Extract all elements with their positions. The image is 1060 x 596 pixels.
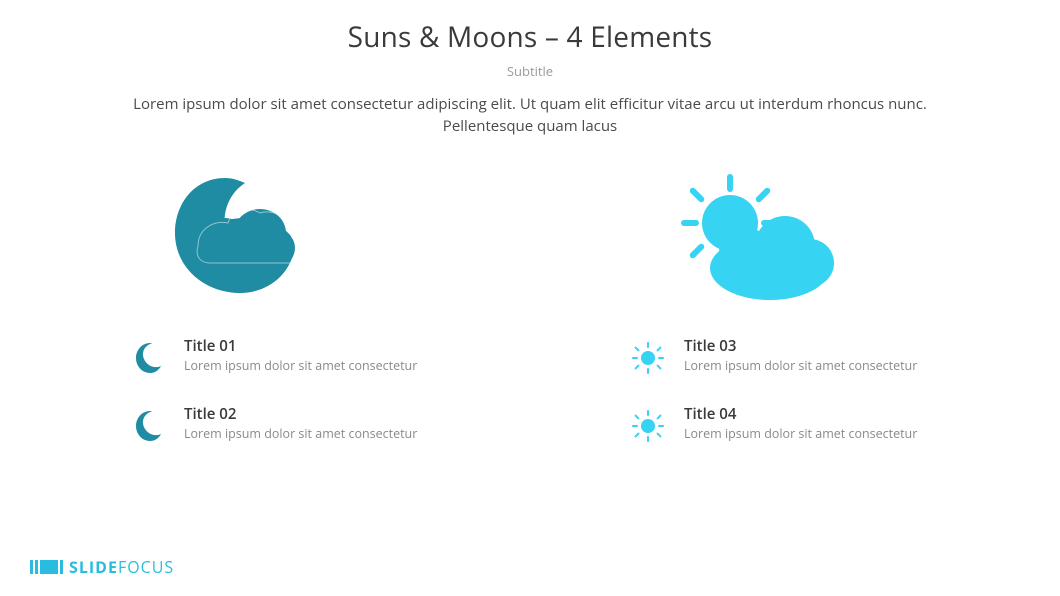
list-item: Title 04 Lorem ipsum dolor sit amet cons… <box>630 404 930 444</box>
list-item: Title 03 Lorem ipsum dolor sit amet cons… <box>630 336 930 376</box>
list-item: Title 02 Lorem ipsum dolor sit amet cons… <box>130 404 430 444</box>
moon-icon <box>130 340 166 376</box>
item-title: Title 03 <box>684 336 917 356</box>
item-body: Lorem ipsum dolor sit amet consectetur <box>184 426 417 443</box>
moon-icon <box>130 408 166 444</box>
moon-cloud-icon <box>130 168 430 318</box>
brand-bars-icon <box>30 560 63 574</box>
item-body: Lorem ipsum dolor sit amet consectetur <box>684 426 917 443</box>
sun-icon <box>630 340 666 376</box>
right-column: Title 03 Lorem ipsum dolor sit amet cons… <box>630 168 930 472</box>
sun-icon <box>630 408 666 444</box>
page-subtitle: Subtitle <box>0 62 1060 80</box>
sun-cloud-icon <box>630 168 930 318</box>
item-body: Lorem ipsum dolor sit amet consectetur <box>184 358 417 375</box>
item-title: Title 04 <box>684 404 917 424</box>
item-title: Title 02 <box>184 404 417 424</box>
page-title: Suns & Moons – 4 Elements <box>0 18 1060 56</box>
item-body: Lorem ipsum dolor sit amet consectetur <box>684 358 917 375</box>
list-item: Title 01 Lorem ipsum dolor sit amet cons… <box>130 336 430 376</box>
brand-text: SLIDEFOCUS <box>69 556 174 578</box>
page-description: Lorem ipsum dolor sit amet consectetur a… <box>120 94 940 138</box>
item-title: Title 01 <box>184 336 417 356</box>
left-column: Title 01 Lorem ipsum dolor sit amet cons… <box>130 168 430 472</box>
brand-logo: SLIDEFOCUS <box>30 556 174 578</box>
